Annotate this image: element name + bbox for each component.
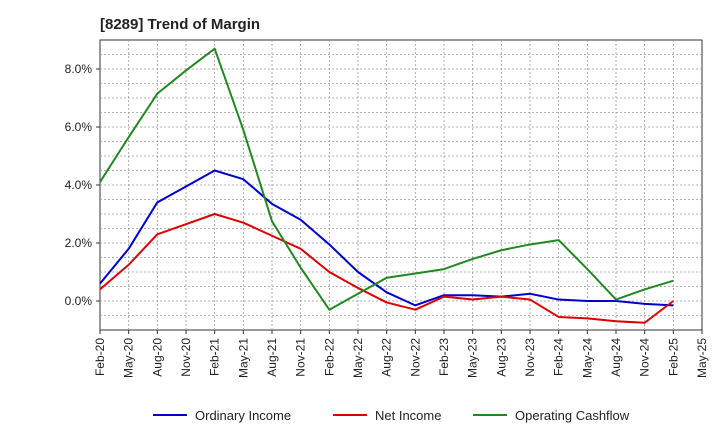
x-tick-label: May-25 bbox=[695, 338, 709, 378]
x-tick-label: Nov-22 bbox=[408, 338, 422, 377]
x-tick-label: May-23 bbox=[466, 338, 480, 378]
y-tick-label: 0.0% bbox=[65, 294, 93, 308]
y-tick-label: 4.0% bbox=[65, 178, 93, 192]
x-tick-label: Feb-22 bbox=[322, 338, 336, 376]
x-axis-ticks: Feb-20 May-20 Aug-20 Nov-20 Feb-21 May-21 Aug-… bbox=[93, 330, 709, 378]
x-tick-label: Feb-20 bbox=[93, 338, 107, 376]
x-tick-label: May-20 bbox=[122, 338, 136, 378]
x-tick-label: Feb-25 bbox=[666, 338, 680, 376]
y-tick-label: 8.0% bbox=[65, 62, 93, 76]
x-tick-label: May-24 bbox=[580, 338, 594, 378]
x-tick-label: May-21 bbox=[236, 338, 250, 378]
x-tick-label: Nov-24 bbox=[638, 338, 652, 377]
net-income-legend-label: Net Income bbox=[375, 408, 441, 423]
y-tick-label: 6.0% bbox=[65, 120, 93, 134]
ordinary-income-line bbox=[99, 169, 674, 307]
x-tick-label: Feb-24 bbox=[552, 338, 566, 376]
grid-lines bbox=[100, 40, 702, 330]
operating-cashflow-line bbox=[99, 47, 674, 311]
x-tick-label: Aug-21 bbox=[265, 338, 279, 377]
x-tick-label: Nov-23 bbox=[523, 338, 537, 377]
x-tick-label: Feb-23 bbox=[437, 338, 451, 376]
x-tick-label: Aug-23 bbox=[494, 338, 508, 377]
x-tick-label: Nov-20 bbox=[179, 338, 193, 377]
operating-cashflow-legend-label: Operating Cashflow bbox=[515, 408, 630, 423]
net-income-line bbox=[99, 213, 674, 324]
x-tick-label: Aug-24 bbox=[609, 338, 623, 377]
x-tick-label: Aug-20 bbox=[150, 338, 164, 377]
ordinary-income-legend-label: Ordinary Income bbox=[195, 408, 291, 423]
x-tick-label: Nov-21 bbox=[294, 338, 308, 377]
series-lines bbox=[99, 47, 674, 324]
y-tick-label: 2.0% bbox=[65, 236, 93, 250]
legend: Ordinary Income Net Income Operating Cashf… bbox=[153, 408, 630, 423]
chart-title: [8289] Trend of Margin bbox=[100, 16, 261, 33]
x-tick-label: Feb-21 bbox=[208, 338, 222, 376]
x-tick-label: May-22 bbox=[351, 338, 365, 378]
x-tick-label: Aug-22 bbox=[380, 338, 394, 377]
y-axis-ticks: 0.0% 2.0% 4.0% 6.0% 8.0% bbox=[65, 62, 100, 308]
